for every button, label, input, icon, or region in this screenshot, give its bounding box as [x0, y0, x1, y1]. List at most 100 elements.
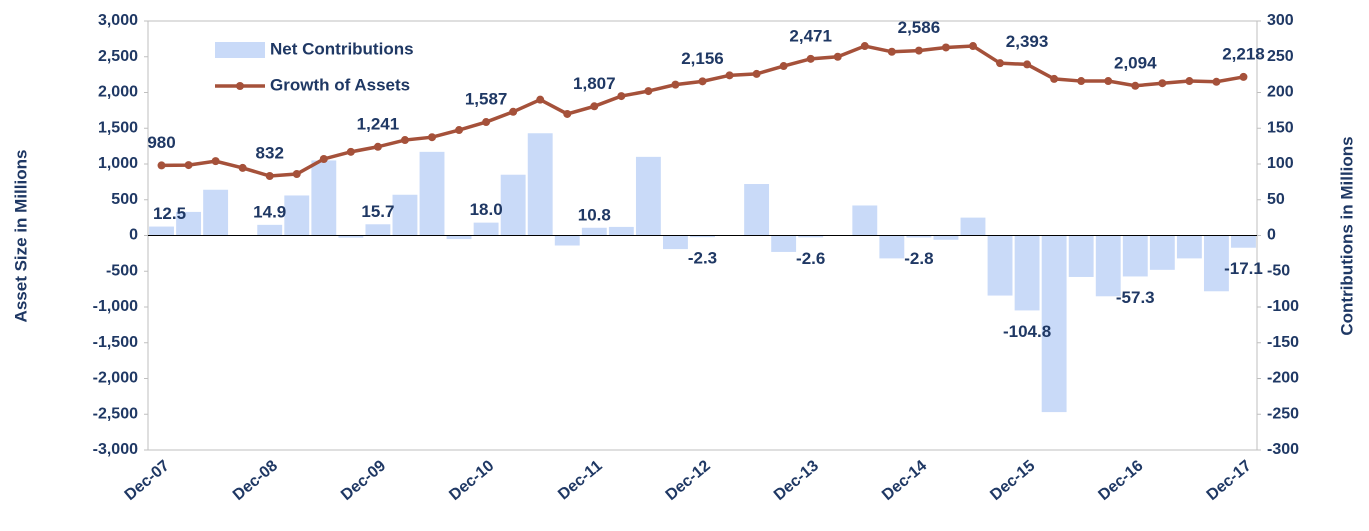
x-tick-label: Dec-13	[771, 457, 822, 504]
data-label: 12.5	[153, 204, 186, 223]
y-tick-label: -2,500	[93, 405, 138, 422]
line-marker	[373, 142, 382, 151]
x-tick-label: Dec-08	[230, 457, 281, 504]
line-marker	[941, 43, 950, 52]
line-marker	[400, 136, 409, 145]
x-tick-label: Dec-07	[122, 457, 173, 504]
line-marker	[292, 170, 301, 179]
y2-tick-label: -50	[1267, 262, 1290, 279]
line-marker	[1104, 77, 1113, 86]
line-marker	[157, 161, 166, 170]
x-tick-label: Dec-09	[338, 457, 389, 504]
data-label: -104.8	[1003, 322, 1051, 341]
bar	[365, 224, 391, 236]
line-marker	[860, 42, 869, 51]
y2-tick-label: 150	[1267, 119, 1294, 136]
line-marker	[211, 157, 220, 166]
bar	[987, 235, 1013, 296]
x-tick-label: Dec-11	[555, 457, 606, 503]
line-marker	[806, 54, 815, 63]
line-marker	[1077, 77, 1086, 86]
bar	[1068, 235, 1094, 277]
line-marker	[184, 161, 193, 170]
line-marker	[536, 95, 545, 104]
data-label: 1,807	[573, 74, 616, 93]
data-label: -57.3	[1116, 288, 1155, 307]
y2-tick-label: -100	[1267, 298, 1299, 315]
data-label: 2,393	[1006, 32, 1049, 51]
bar	[1231, 235, 1256, 248]
line-marker	[698, 77, 707, 86]
line-marker	[914, 46, 923, 55]
bar	[1014, 235, 1040, 311]
bar	[690, 235, 715, 238]
data-label: 2,471	[789, 26, 832, 45]
y2-tick-label: 250	[1267, 48, 1294, 65]
bar	[933, 235, 959, 240]
line-marker	[319, 154, 328, 163]
data-label: 10.8	[578, 205, 611, 224]
line-marker	[482, 118, 491, 127]
y-tick-label: -3,000	[93, 441, 138, 458]
bar	[960, 217, 986, 236]
line-marker	[509, 107, 518, 116]
data-label: -2.3	[688, 249, 717, 268]
bar	[149, 226, 174, 236]
line-marker	[1158, 79, 1167, 88]
line-marker	[996, 59, 1005, 68]
y2-tick-label: 50	[1267, 191, 1285, 208]
y2-tick-label: -200	[1267, 370, 1299, 387]
y-tick-label: 1,000	[98, 155, 138, 172]
data-label: 14.9	[253, 202, 286, 221]
bar	[1176, 235, 1202, 259]
bar	[771, 235, 797, 252]
bar	[554, 235, 580, 246]
bar	[1041, 235, 1067, 413]
line-marker	[833, 52, 842, 61]
data-label: -17.1	[1224, 259, 1263, 278]
y2-tick-label: 300	[1267, 12, 1294, 29]
x-tick-label: Dec-16	[1095, 457, 1146, 504]
data-label: 18.0	[470, 200, 503, 219]
bar	[798, 235, 824, 238]
y2-tick-label: 0	[1267, 227, 1276, 244]
line-marker	[1185, 77, 1194, 86]
bar	[176, 211, 202, 236]
bar	[500, 174, 526, 236]
y-tick-label: 1,500	[98, 119, 138, 136]
bar	[581, 227, 607, 236]
bar	[608, 226, 634, 236]
x-tick-label: Dec-12	[663, 457, 714, 504]
line-marker	[590, 102, 599, 111]
data-label: 2,218	[1222, 44, 1265, 63]
y-tick-label: -500	[106, 262, 138, 279]
line-marker	[346, 147, 355, 156]
bar	[852, 205, 878, 236]
y-tick-label: 2,000	[98, 84, 138, 101]
y-tick-label: 500	[111, 191, 138, 208]
data-label: 2,156	[681, 49, 724, 68]
bar	[906, 235, 932, 238]
line-marker	[752, 69, 761, 78]
line-marker	[1212, 77, 1221, 86]
x-tick-label: Dec-14	[879, 457, 930, 504]
line-marker	[1131, 81, 1140, 90]
legend-label: Net Contributions	[270, 39, 414, 58]
data-label: 1,587	[465, 90, 508, 109]
data-label: 15.7	[361, 202, 394, 221]
legend-swatch	[215, 42, 265, 58]
line-marker	[644, 87, 653, 96]
x-tick-label: Dec-15	[987, 457, 1038, 504]
bar	[203, 189, 229, 236]
bar	[446, 235, 472, 240]
line-marker	[968, 42, 977, 51]
y-tick-label: -2,000	[93, 370, 138, 387]
y2-tick-label: 100	[1267, 155, 1294, 172]
bar	[663, 235, 688, 250]
line-marker	[617, 92, 626, 101]
line-marker	[1050, 74, 1059, 83]
line-marker	[887, 47, 896, 56]
x-tick-label: Dec-10	[446, 457, 497, 504]
y-tick-label: 3,000	[98, 12, 138, 29]
